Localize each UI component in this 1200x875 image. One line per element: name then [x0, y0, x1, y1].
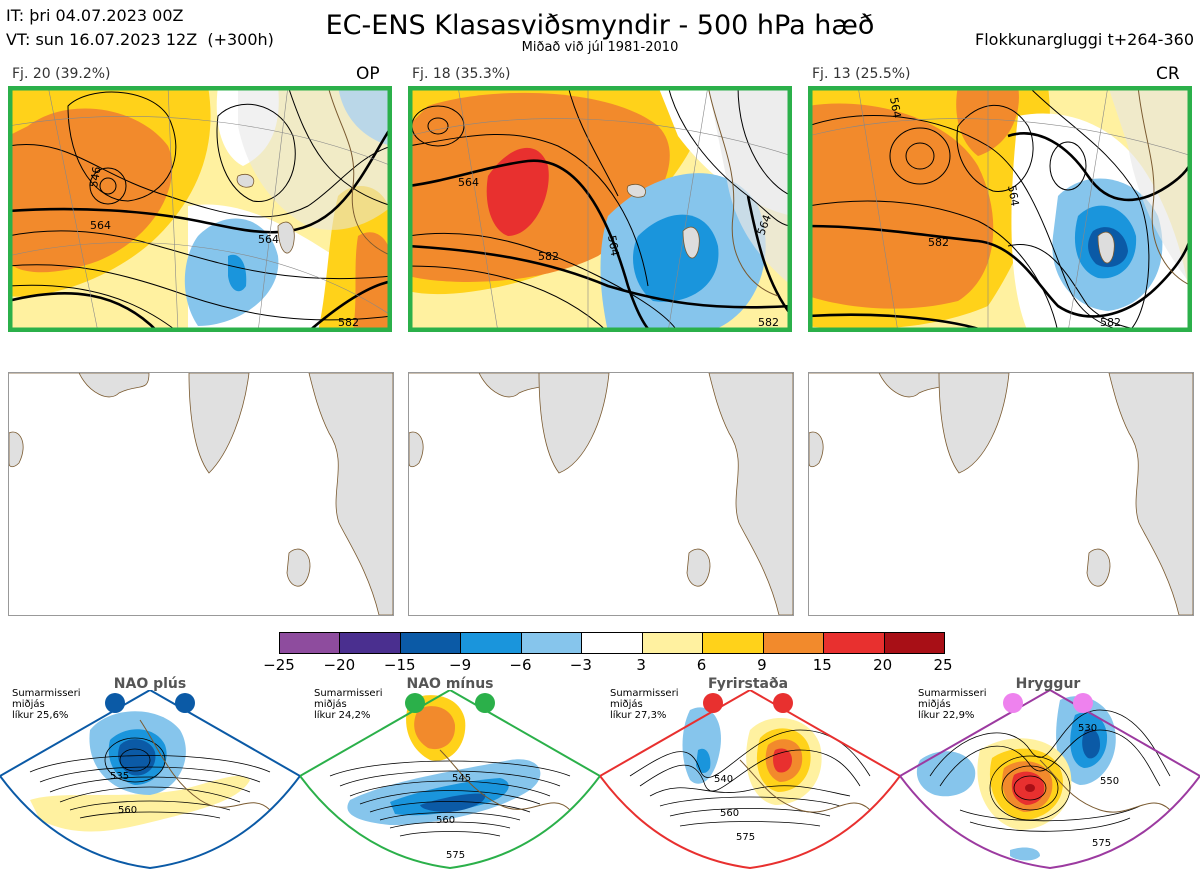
- regime-1-contour-label-1: 535: [110, 771, 129, 782]
- colorbar-swatch-11: [884, 633, 944, 653]
- regime-2-dot-1: [405, 693, 425, 713]
- colorbar-tick-label: 3: [636, 656, 646, 674]
- empty-map-1: [8, 372, 394, 616]
- cluster-1-contour-label-2: 564: [90, 219, 111, 232]
- regime-3-title: Fyrirstaða: [707, 676, 789, 692]
- colorbar-tick-label: 6: [696, 656, 707, 674]
- valid-time: VT: sun 16.07.2023 12Z (+300h): [6, 30, 274, 49]
- colorbar-tick-label: −15: [383, 656, 416, 674]
- cluster-3-label: Fj. 13 (25.5%): [812, 66, 911, 82]
- regime-2-contour-label-1: 545: [452, 773, 471, 784]
- cluster-2-contour-label-3: 564: [605, 234, 621, 257]
- colorbar: [279, 632, 945, 654]
- cluster-2-contour-label-2: 582: [538, 250, 559, 263]
- colorbar-tick-label: 9: [757, 656, 767, 674]
- regime-1-dot-1: [105, 693, 125, 713]
- cluster-1-map: 546 564 564 582: [8, 86, 392, 332]
- colorbar-tick-label: 15: [812, 656, 832, 674]
- regime-4-dot-2: [1073, 693, 1093, 713]
- cluster-3-contour-label-1: 564: [887, 96, 903, 119]
- colorbar-tick-label: −25: [263, 656, 295, 674]
- colorbar-swatch-3: [400, 633, 462, 653]
- colorbar-swatch-2: [340, 633, 401, 653]
- colorbar-swatch-6: [582, 633, 643, 653]
- cluster-3-contour-label-2: 582: [928, 236, 949, 249]
- regime-3-dot-1: [703, 693, 723, 713]
- regime-4-contour-label-3: 575: [1092, 838, 1111, 849]
- regime-3-contour-label-3: 575: [736, 832, 755, 843]
- regime-4-title: Hryggur: [1015, 676, 1081, 692]
- empty-map-3: [808, 372, 1194, 616]
- regime-3-contour-label-2: 560: [720, 808, 739, 819]
- regime-2-contour-label-2: 560: [436, 815, 455, 826]
- colorbar-tick-label: −20: [323, 656, 356, 674]
- regime-nao-plus-map: 535 560: [0, 688, 302, 871]
- regime-4-dot-1: [1003, 693, 1023, 713]
- colorbar-swatch-9: [763, 633, 825, 653]
- classification-window: Flokkunargluggi t+264-360: [975, 30, 1194, 49]
- colorbar-swatch-4: [461, 633, 522, 653]
- cluster-2-map: 564 582 564 564 582: [408, 86, 792, 332]
- colorbar-swatch-8: [703, 633, 764, 653]
- page-subtitle: Miðað við júl 1981-2010: [521, 40, 679, 55]
- colorbar-tick-label: −6: [509, 656, 532, 674]
- cluster-2-contour-label-1: 564: [458, 176, 479, 189]
- regime-4-contour-label-1: 530: [1078, 723, 1097, 734]
- cluster-1-contour-label-4: 582: [338, 316, 359, 329]
- regime-3-dot-2: [773, 693, 793, 713]
- colorbar-swatch-1: [280, 633, 341, 653]
- regime-3-note: Sumarmisseri miðjás líkur 27,3%: [610, 688, 679, 721]
- regime-1-title: NAO plús: [113, 676, 187, 692]
- colorbar-tick-label: −3: [569, 656, 592, 674]
- regime-3-contour-label-1: 540: [714, 774, 733, 785]
- colorbar-tick-label: 20: [873, 656, 893, 674]
- colorbar-swatch-10: [824, 633, 885, 653]
- colorbar-tick-label: −9: [449, 656, 472, 674]
- regime-nao-minus-map: 545 560 575: [298, 688, 602, 871]
- page-title: EC-ENS Klasasviðsmyndir - 500 hPa hæð: [325, 10, 875, 41]
- regime-4-note: Sumarmisseri miðjás líkur 22,9%: [918, 688, 987, 721]
- regime-1-contour-label-2: 560: [118, 805, 137, 816]
- regime-ridge-map: 530 550 575: [898, 688, 1200, 871]
- cluster-3-contour-label-3: 564: [1005, 184, 1021, 207]
- cluster-2-contour-label-5: 582: [758, 316, 779, 329]
- regime-1-dot-2: [175, 693, 195, 713]
- cluster-1-contour-label-3: 564: [258, 233, 279, 246]
- regime-2-contour-label-3: 575: [446, 850, 465, 861]
- colorbar-swatch-7: [642, 633, 704, 653]
- regime-2-note: Sumarmisseri miðjás líkur 24,2%: [314, 688, 383, 721]
- regime-blocking-map: 540 560 575: [598, 688, 902, 871]
- colorbar-swatch-5: [521, 633, 583, 653]
- cluster-2-label: Fj. 18 (35.3%): [412, 66, 511, 82]
- empty-map-2: [408, 372, 794, 616]
- regime-2-dot-2: [475, 693, 495, 713]
- initial-time: IT: þri 04.07.2023 00Z: [6, 6, 184, 25]
- regime-1-note: Sumarmisseri miðjás líkur 25,6%: [12, 688, 81, 721]
- cluster-3-map: 564 582 564 582: [808, 86, 1192, 332]
- regime-4-contour-label-2: 550: [1100, 776, 1119, 787]
- regime-2-title: NAO mínus: [406, 676, 494, 692]
- cluster-1-code: OP: [356, 64, 380, 84]
- cluster-3-contour-label-4: 582: [1100, 316, 1121, 329]
- cluster-1-label: Fj. 20 (39.2%): [12, 66, 111, 82]
- cluster-1-contour-label-1: 546: [87, 166, 103, 189]
- colorbar-tick-label: 25: [933, 656, 953, 674]
- cluster-3-code: CR: [1156, 64, 1180, 84]
